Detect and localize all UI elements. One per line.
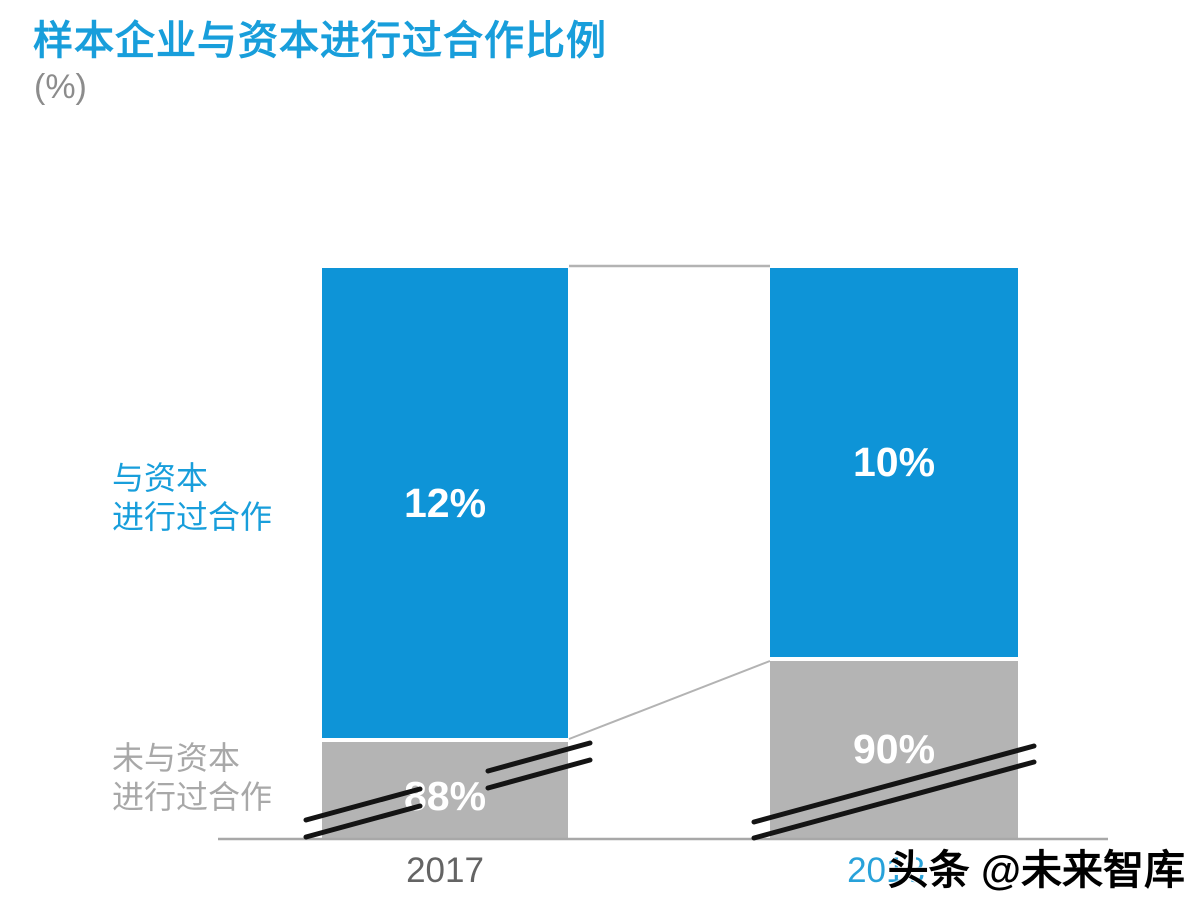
watermark-toutiao: 头条 @未来智库 xyxy=(887,847,1185,893)
bar-2018-cooperated: 10% xyxy=(770,268,1018,657)
bar-2018-not-cooperated: 90% xyxy=(770,661,1018,838)
legend-not-cooperated-line1: 未与资本 xyxy=(112,740,241,776)
legend-not-cooperated: 未与资本 进行过合作 xyxy=(112,739,322,817)
chart-title: 样本企业与资本进行过合作比例 xyxy=(33,19,607,63)
bar-2017-cooperated-value: 12% xyxy=(403,479,487,526)
chart-unit-label: (%) xyxy=(34,68,87,106)
bar-2017-not-cooperated: 88% xyxy=(322,742,568,838)
segment-connector-line xyxy=(568,660,771,740)
x-label-2017: 2017 xyxy=(406,851,484,890)
bar-2018-not-cooperated-value: 90% xyxy=(852,726,936,772)
legend-cooperated-line2: 进行过合作 xyxy=(112,499,273,535)
x-label-2018: 2018 xyxy=(847,851,925,890)
bar-2017-cooperated: 12% xyxy=(322,268,568,738)
bar-2018-cooperated-value: 10% xyxy=(852,439,936,485)
legend-not-cooperated-line2: 进行过合作 xyxy=(112,779,273,815)
legend-cooperated-line1: 与资本 xyxy=(112,460,209,496)
bar-2017-not-cooperated-value: 88% xyxy=(403,772,487,819)
legend-cooperated: 与资本 进行过合作 xyxy=(112,459,322,537)
